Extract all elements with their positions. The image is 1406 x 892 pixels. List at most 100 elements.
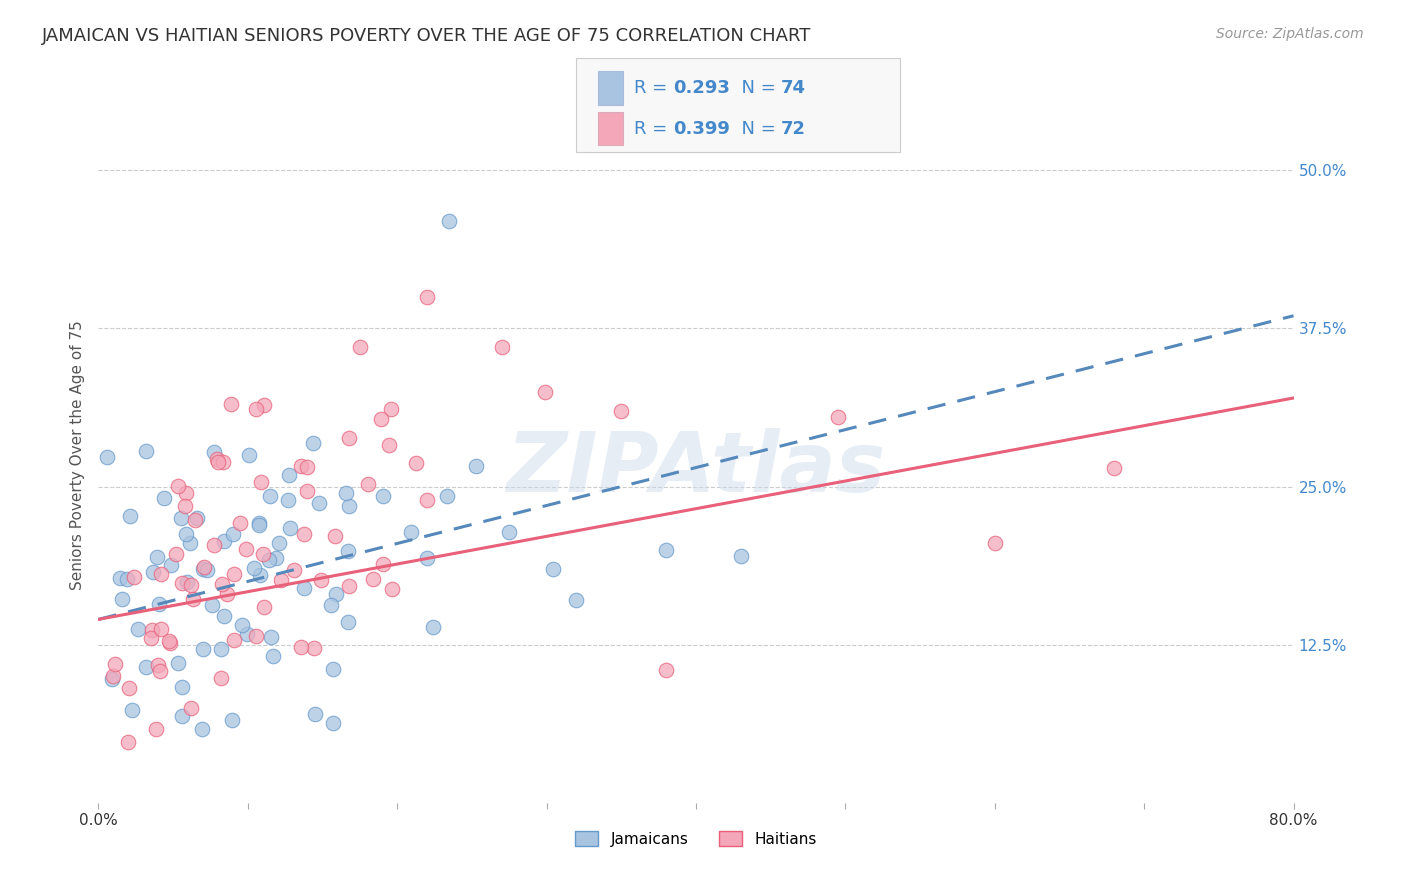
Point (229, 516, 252, 531)
Point (145, 722, 167, 736)
Point (202, 444, 225, 458)
Point (259, 489, 281, 503)
Point (231, 617, 253, 632)
Point (266, 550, 288, 565)
Point (104, 657, 127, 672)
Point (180, 701, 202, 715)
Point (309, 573, 332, 587)
Point (238, 448, 260, 462)
Point (498, 524, 520, 539)
Point (294, 527, 316, 541)
Point (205, 451, 228, 466)
Point (191, 562, 214, 576)
Point (148, 657, 170, 672)
Point (262, 648, 284, 663)
Point (292, 581, 315, 595)
Point (142, 565, 165, 579)
Point (436, 489, 458, 503)
Point (135, 444, 157, 458)
Point (139, 631, 162, 645)
Point (135, 659, 157, 673)
Point (533, 385, 555, 400)
Point (416, 290, 439, 304)
Point (176, 575, 198, 590)
Point (224, 566, 246, 581)
Point (209, 641, 232, 656)
Point (174, 499, 197, 513)
Point (245, 629, 267, 643)
Point (217, 587, 239, 601)
Point (322, 662, 344, 676)
Text: 74: 74 (780, 78, 806, 97)
Point (610, 403, 633, 417)
Point (149, 622, 172, 636)
Point (118, 681, 141, 695)
Point (222, 527, 245, 541)
Point (186, 510, 208, 524)
Point (96, 450, 118, 464)
Point (101, 673, 124, 687)
Point (118, 508, 141, 523)
Point (325, 529, 347, 543)
Point (209, 671, 232, 685)
Point (339, 499, 361, 513)
Point (219, 396, 242, 410)
Point (565, 593, 588, 607)
Point (439, 214, 461, 228)
Point (381, 582, 404, 597)
Point (111, 591, 134, 606)
Y-axis label: Seniors Poverty Over the Age of 75: Seniors Poverty Over the Age of 75 (69, 320, 84, 590)
Point (167, 657, 190, 671)
Point (174, 526, 197, 541)
Point (278, 521, 301, 535)
Point (201, 599, 224, 613)
Point (730, 549, 752, 563)
Point (191, 722, 214, 736)
Point (247, 516, 270, 530)
Point (141, 624, 163, 638)
Point (211, 577, 233, 591)
Point (541, 562, 564, 576)
Point (117, 735, 139, 749)
Point (180, 578, 202, 592)
Legend: Jamaicans, Haitians: Jamaicans, Haitians (568, 823, 824, 855)
Text: 0.399: 0.399 (673, 120, 730, 137)
Point (121, 703, 143, 717)
Point (159, 635, 181, 649)
Point (290, 640, 312, 654)
Point (214, 533, 236, 548)
Point (174, 486, 197, 500)
Point (337, 544, 360, 558)
Point (322, 716, 344, 731)
Point (179, 535, 201, 549)
Point (283, 563, 305, 577)
Point (236, 627, 259, 641)
Point (655, 542, 678, 557)
Point (159, 558, 181, 573)
Point (371, 489, 394, 503)
Point (301, 435, 323, 450)
Point (1104, 460, 1126, 475)
Point (295, 483, 318, 498)
Text: 0.293: 0.293 (673, 78, 730, 97)
Point (422, 620, 444, 634)
Point (257, 553, 280, 567)
Point (827, 409, 849, 424)
Text: 72: 72 (780, 120, 806, 137)
Point (207, 455, 229, 469)
Point (357, 476, 380, 491)
Point (245, 401, 267, 416)
Point (373, 558, 395, 572)
Point (335, 486, 357, 500)
Point (108, 571, 131, 585)
Point (172, 576, 194, 591)
Point (321, 598, 343, 612)
Text: N =: N = (730, 120, 782, 137)
Point (295, 460, 318, 475)
Point (370, 412, 392, 426)
Point (337, 431, 360, 445)
Point (124, 570, 146, 584)
Point (146, 549, 169, 564)
Point (416, 492, 439, 507)
Point (253, 398, 276, 412)
